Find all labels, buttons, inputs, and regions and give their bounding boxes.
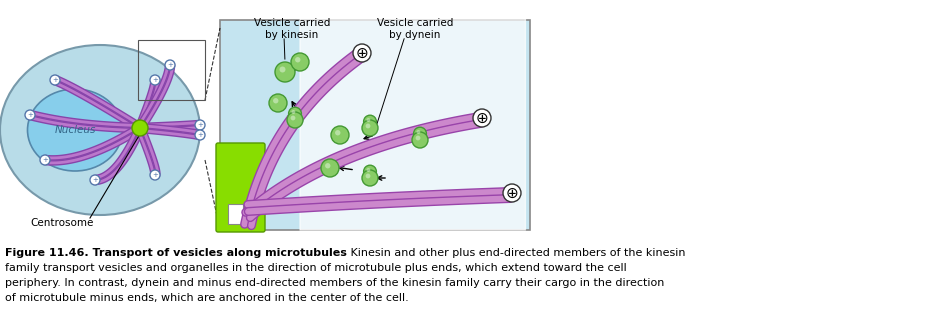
Text: +: + [27, 112, 33, 118]
Text: +: + [42, 157, 48, 163]
Circle shape [150, 75, 160, 85]
Text: family transport vesicles and organelles in the direction of microtubule plus en: family transport vesicles and organelles… [5, 263, 626, 273]
Circle shape [195, 130, 205, 140]
Circle shape [365, 174, 370, 178]
Circle shape [321, 159, 339, 177]
Bar [138, 40, 205, 100]
Text: ⊕: ⊕ [356, 45, 368, 60]
Text: of microtubule minus ends, which are anchored in the center of the cell.: of microtubule minus ends, which are anc… [5, 293, 408, 303]
Circle shape [195, 120, 205, 130]
Circle shape [165, 60, 175, 70]
Circle shape [416, 135, 421, 140]
Ellipse shape [0, 45, 200, 215]
Text: +: + [52, 77, 58, 83]
Ellipse shape [132, 120, 148, 136]
Circle shape [291, 53, 309, 71]
Text: ⊕: ⊕ [505, 186, 518, 201]
Circle shape [353, 44, 371, 62]
Circle shape [90, 175, 100, 185]
Circle shape [295, 57, 300, 62]
Text: periphery. In contrast, dynein and minus end-directed members of the kinesin fam: periphery. In contrast, dynein and minus… [5, 278, 665, 288]
Circle shape [280, 66, 285, 72]
Text: +: + [152, 172, 158, 178]
Text: Nucleus: Nucleus [54, 125, 96, 135]
Text: ⊕: ⊕ [476, 111, 488, 125]
Bar [228, 204, 243, 224]
Circle shape [288, 107, 301, 120]
Circle shape [473, 109, 491, 127]
FancyBboxPatch shape [216, 143, 265, 232]
Circle shape [273, 98, 279, 104]
Circle shape [40, 155, 50, 165]
Circle shape [25, 110, 35, 120]
Circle shape [150, 170, 160, 180]
Text: Centrosome: Centrosome [30, 218, 93, 228]
Circle shape [275, 62, 295, 82]
Circle shape [331, 126, 349, 144]
Circle shape [362, 170, 378, 186]
Text: Vesicle carried
by kinesin: Vesicle carried by kinesin [254, 18, 331, 40]
Text: Figure 11.46. Transport of vesicles along microtubules: Figure 11.46. Transport of vesicles alon… [5, 248, 346, 258]
Circle shape [417, 130, 421, 134]
Circle shape [50, 75, 60, 85]
Circle shape [287, 112, 303, 128]
Text: +: + [167, 62, 173, 68]
Text: Vesicle carried
by dynein: Vesicle carried by dynein [377, 18, 454, 40]
Circle shape [269, 94, 287, 112]
Circle shape [366, 168, 370, 172]
Text: +: + [92, 177, 98, 183]
Ellipse shape [27, 89, 122, 171]
Circle shape [291, 110, 296, 114]
Circle shape [290, 116, 296, 121]
Circle shape [362, 120, 378, 136]
Circle shape [365, 124, 370, 128]
Circle shape [325, 163, 331, 168]
FancyBboxPatch shape [220, 20, 530, 230]
Text: +: + [152, 77, 158, 83]
Circle shape [412, 132, 428, 148]
Circle shape [363, 115, 377, 128]
Circle shape [366, 118, 370, 122]
Text: +: + [197, 122, 203, 128]
Circle shape [503, 184, 521, 202]
Text: +: + [197, 132, 203, 138]
Circle shape [363, 165, 377, 178]
Circle shape [413, 127, 426, 140]
Circle shape [335, 130, 341, 135]
Text: Kinesin and other plus end-directed members of the kinesin: Kinesin and other plus end-directed memb… [346, 248, 685, 258]
